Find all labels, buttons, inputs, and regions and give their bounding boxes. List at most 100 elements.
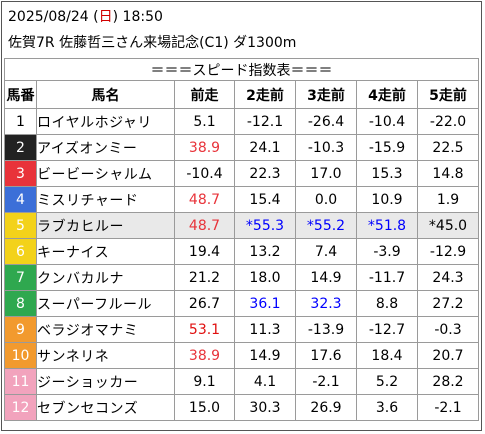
4-races-ago-index: *51.8 [356, 212, 418, 239]
horse-number-badge: 3 [4, 160, 37, 187]
horse-number-badge: 8 [4, 290, 37, 317]
table-row: 11 ジーショッカー 9.1 4.1 -2.1 5.2 28.2 [4, 368, 480, 395]
race-time: 18:50 [122, 9, 163, 25]
2-races-ago-index: 36.1 [234, 290, 296, 317]
race-weekday: 日 [98, 9, 113, 25]
table-row: 8 スーパーフルール 26.7 36.1 32.3 8.8 27.2 [4, 290, 480, 317]
4-races-ago-index: -3.9 [356, 238, 418, 265]
race-title: 佐賀7R 佐藤哲三さん来場記念(C1) ダ1300m [8, 35, 297, 51]
4-races-ago-index: 8.8 [356, 290, 418, 317]
3-races-ago-index: 32.3 [295, 290, 357, 317]
5-races-ago-index: -12.9 [416, 238, 480, 265]
table-row: 6 キーナイス 19.4 13.2 7.4 -3.9 -12.9 [4, 238, 480, 265]
horse-name: ビービーシャルム [36, 160, 175, 187]
3-races-ago-index: -2.1 [295, 368, 357, 395]
column-header-horse-name: 馬名 [36, 80, 175, 109]
4-races-ago-index: 15.3 [356, 160, 418, 187]
2-races-ago-index: 30.3 [234, 394, 296, 421]
table-row: 3 ビービーシャルム -10.4 22.3 17.0 15.3 14.8 [4, 160, 480, 187]
last-race-index: 48.7 [174, 212, 235, 239]
horse-name: ラブカヒルー [36, 212, 175, 239]
4-races-ago-index: -15.9 [356, 134, 418, 161]
3-races-ago-index: 7.4 [295, 238, 357, 265]
race-datetime: 2025/08/24 (日) 18:50 [8, 8, 163, 26]
3-races-ago-index: 14.9 [295, 264, 357, 291]
3-races-ago-index: 26.9 [295, 394, 357, 421]
5-races-ago-index: 22.5 [416, 134, 480, 161]
table-row: 7 クンバカルナ 21.2 18.0 14.9 -11.7 24.3 [4, 264, 480, 291]
last-race-index: 26.7 [174, 290, 235, 317]
horse-name: ベラジオマナミ [36, 316, 175, 343]
race-weekday-close: ) [112, 9, 119, 25]
table-row: 10 サンネリネ 38.9 14.9 17.6 18.4 20.7 [4, 342, 480, 369]
horse-name: サンネリネ [36, 342, 175, 369]
3-races-ago-index: 17.0 [295, 160, 357, 187]
2-races-ago-index: 14.9 [234, 342, 296, 369]
horse-number-badge: 5 [4, 212, 37, 239]
4-races-ago-index: -11.7 [356, 264, 418, 291]
last-race-index: 53.1 [174, 316, 235, 343]
table-title-row: ＝＝＝スピード指数表＝＝＝ [3, 58, 480, 81]
3-races-ago-index: -13.9 [295, 316, 357, 343]
2-races-ago-index: 11.3 [234, 316, 296, 343]
last-race-index: 38.9 [174, 134, 235, 161]
race-date: 2025/08/24 [8, 9, 89, 25]
horse-number-badge: 11 [4, 368, 37, 395]
horse-number-badge: 1 [4, 108, 37, 135]
horse-name: セブンセコンズ [36, 394, 175, 421]
horse-number-badge: 4 [4, 186, 37, 213]
last-race-index: 15.0 [174, 394, 235, 421]
4-races-ago-index: -10.4 [356, 108, 418, 135]
2-races-ago-index: 4.1 [234, 368, 296, 395]
2-races-ago-index: 13.2 [234, 238, 296, 265]
3-races-ago-index: *55.2 [295, 212, 357, 239]
table-title: ＝＝＝スピード指数表＝＝＝ [3, 58, 480, 81]
5-races-ago-index: -0.3 [416, 316, 480, 343]
5-races-ago-index: *45.0 [416, 212, 480, 239]
last-race-index: -10.4 [174, 160, 235, 187]
table-row: 1 ロイヤルホジャリ 5.1 -12.1 -26.4 -10.4 -22.0 [4, 108, 480, 135]
table-row: 9 ベラジオマナミ 53.1 11.3 -13.9 -12.7 -0.3 [4, 316, 480, 343]
horse-number-badge: 9 [4, 316, 37, 343]
horse-name: ミスリチャード [36, 186, 175, 213]
last-race-index: 21.2 [174, 264, 235, 291]
race-weekday-open: ( [93, 9, 99, 25]
3-races-ago-index: -26.4 [295, 108, 357, 135]
horse-number-badge: 12 [4, 394, 37, 421]
table-row: 2 アイズオンミー 38.9 24.1 -10.3 -15.9 22.5 [4, 134, 480, 161]
4-races-ago-index: 10.9 [356, 186, 418, 213]
5-races-ago-index: 27.2 [416, 290, 480, 317]
table-row: 12 セブンセコンズ 15.0 30.3 26.9 3.6 -2.1 [4, 394, 480, 421]
4-races-ago-index: 18.4 [356, 342, 418, 369]
5-races-ago-index: -2.1 [416, 394, 480, 421]
3-races-ago-index: 17.6 [295, 342, 357, 369]
table-row: 5 ラブカヒルー 48.7 *55.3 *55.2 *51.8 *45.0 [4, 212, 480, 239]
5-races-ago-index: 28.2 [416, 368, 480, 395]
2-races-ago-index: 24.1 [234, 134, 296, 161]
2-races-ago-index: 15.4 [234, 186, 296, 213]
column-header-number: 馬番 [4, 80, 37, 109]
4-races-ago-index: 3.6 [356, 394, 418, 421]
horse-name: アイズオンミー [36, 134, 175, 161]
horse-name: スーパーフルール [36, 290, 175, 317]
5-races-ago-index: 1.9 [416, 186, 480, 213]
4-races-ago-index: -12.7 [356, 316, 418, 343]
5-races-ago-index: 20.7 [416, 342, 480, 369]
last-race-index: 38.9 [174, 342, 235, 369]
horse-name: キーナイス [36, 238, 175, 265]
2-races-ago-index: 22.3 [234, 160, 296, 187]
horse-name: ジーショッカー [36, 368, 175, 395]
horse-number-badge: 2 [4, 134, 37, 161]
column-header-5-races-ago: 5走前 [416, 80, 480, 109]
horse-number-badge: 10 [4, 342, 37, 369]
table-row: 4 ミスリチャード 48.7 15.4 0.0 10.9 1.9 [4, 186, 480, 213]
3-races-ago-index: -10.3 [295, 134, 357, 161]
5-races-ago-index: 14.8 [416, 160, 480, 187]
2-races-ago-index: *55.3 [234, 212, 296, 239]
2-races-ago-index: -12.1 [234, 108, 296, 135]
4-races-ago-index: 5.2 [356, 368, 418, 395]
2-races-ago-index: 18.0 [234, 264, 296, 291]
column-header-2-races-ago: 2走前 [234, 80, 296, 109]
last-race-index: 19.4 [174, 238, 235, 265]
5-races-ago-index: 24.3 [416, 264, 480, 291]
